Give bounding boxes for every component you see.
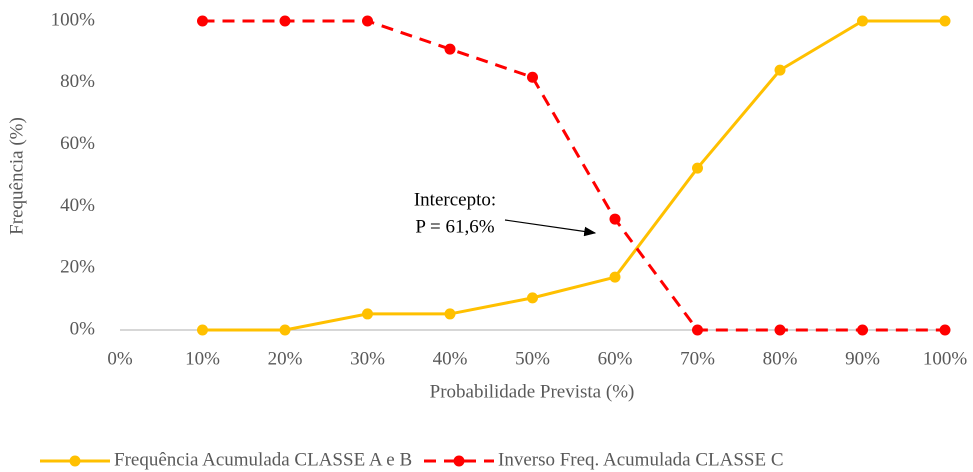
y-tick-label: 80% [60,71,95,92]
data-point [362,308,373,320]
data-point [609,213,621,225]
x-tick-label: 100% [923,348,968,369]
data-point [939,324,951,336]
y-axis-title: Frequência (%) [6,117,27,235]
x-tick-label: 80% [763,348,798,369]
data-point [279,15,291,27]
y-tick-label: 20% [60,257,95,278]
legend-marker [69,455,81,467]
data-point [692,162,703,174]
y-tick-label: 100% [51,9,96,30]
y-tick-label: 0% [70,318,96,339]
data-point [197,15,208,27]
series-line [202,19,945,332]
x-tick-label: 40% [433,348,468,369]
data-point [197,324,208,336]
data-point [774,64,786,76]
y-tick-label: 60% [60,133,95,154]
data-point [774,324,786,336]
x-tick-label: 50% [515,348,550,369]
data-point [527,292,538,304]
annotation: P = 61,6% [415,216,494,237]
x-tick-label: 60% [598,348,633,369]
x-tick-label: 30% [350,348,385,369]
legend-label: Inverso Freq. Acumulada CLASSE C [498,449,784,470]
data-point [527,71,538,83]
data-point [939,15,951,27]
series-line [202,19,945,332]
annotation: Intercepto: [414,189,496,210]
x-tick-label: 10% [185,348,220,369]
legend-label: Frequência Acumulada CLASSE A e B [114,449,412,470]
data-point [444,308,456,320]
data-point [444,43,456,55]
x-tick-label: 0% [107,348,133,369]
data-point [279,324,291,336]
x-tick-label: 20% [268,348,303,369]
data-point [609,271,621,283]
legend-marker [453,455,465,467]
x-tick-label: 70% [680,348,715,369]
y-tick-label: 40% [60,195,95,216]
x-tick-label: 90% [845,348,880,369]
data-point [362,15,373,27]
data-point [857,15,868,27]
annotation-arrow [504,219,597,237]
data-point [857,324,868,336]
data-point [692,324,703,336]
x-axis-title: Probabilidade Prevista (%) [430,381,635,402]
